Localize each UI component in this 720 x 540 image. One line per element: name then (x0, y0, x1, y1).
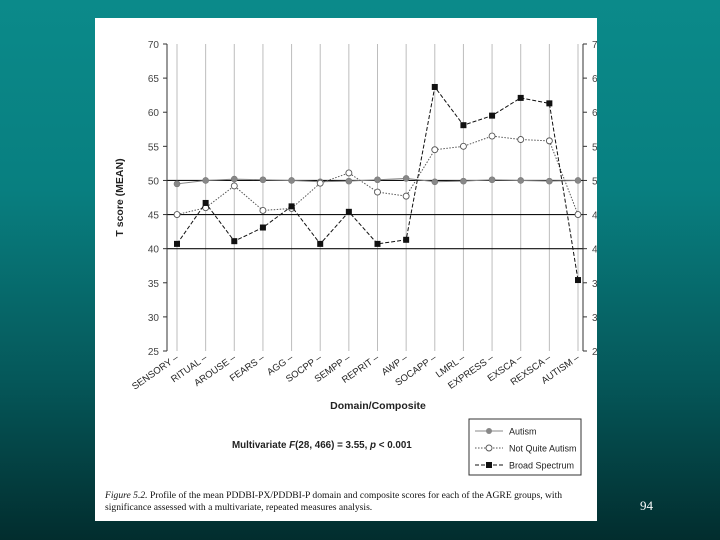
annotation-part: Multivariate (232, 440, 289, 451)
y-tick-label: 25 (148, 347, 160, 358)
series-layer (173, 83, 582, 284)
data-point (488, 176, 496, 184)
y-tick-label: 60 (148, 108, 160, 119)
data-point (545, 137, 553, 145)
data-point (173, 211, 181, 219)
page-number: 94 (640, 498, 653, 513)
data-point (431, 146, 439, 154)
figure-caption: Figure 5.2. Profile of the mean PDDBI-PX… (105, 490, 585, 514)
legend-marker (486, 462, 492, 468)
y-tick-label-right: 60 (592, 108, 597, 119)
data-point (345, 208, 352, 215)
grid-layer (176, 44, 579, 351)
data-point (259, 176, 267, 184)
legend-label: Autism (509, 427, 537, 437)
x-axis-label: Domain/Composite (330, 400, 426, 412)
data-point (230, 182, 238, 190)
y-tick-label: 50 (148, 176, 160, 187)
legend-marker (486, 428, 492, 434)
data-point (517, 136, 525, 143)
data-point (288, 203, 295, 210)
annotation-part: (28, 466) = 3.55, (295, 440, 370, 451)
data-point (174, 240, 180, 247)
labels-layer: 25 25 30 30 35 35 40 40 45 45 50 50 55 55 60 60 65 65 70 70… (114, 40, 597, 451)
chart: 25 25 30 30 35 35 40 40 45 45 50 50 55 55 60 60 65 65 70 70… (114, 40, 597, 476)
data-point (431, 83, 438, 90)
figure-label: Figure 5.2. (105, 490, 148, 501)
data-point (459, 142, 467, 150)
y-tick-label-right: 30 (592, 313, 597, 324)
data-point (460, 122, 467, 129)
data-point (230, 175, 238, 183)
data-point (317, 240, 324, 247)
y-tick-label: 40 (148, 245, 160, 256)
data-point (574, 211, 582, 219)
data-point (460, 177, 467, 185)
y-tick-label: 30 (148, 313, 160, 324)
annotation-part: < 0.001 (376, 440, 412, 451)
y-tick-label: 35 (148, 279, 160, 290)
data-point (517, 177, 525, 184)
data-point (575, 277, 581, 284)
y-axis-label: T score (MEAN) (114, 158, 126, 236)
data-point (316, 179, 324, 187)
data-point (546, 177, 553, 185)
legend-marker (485, 444, 493, 452)
annotation-part: p (369, 440, 376, 451)
data-point (402, 175, 410, 182)
data-point (574, 177, 582, 184)
data-point (173, 180, 181, 188)
data-point (517, 94, 524, 101)
figure-caption-text: Profile of the mean PDDBI-PX/PDDBI-P dom… (105, 490, 563, 513)
data-point (288, 177, 295, 184)
y-tick-label-right: 50 (592, 176, 597, 187)
y-tick-label-right: 55 (592, 142, 597, 153)
figure-panel: 25 25 30 30 35 35 40 40 45 45 50 50 55 55 60 60 65 65 70 70… (95, 18, 597, 521)
data-point (259, 224, 266, 231)
y-tick-label: 65 (148, 74, 160, 85)
data-point (345, 177, 353, 185)
y-tick-label: 45 (148, 211, 160, 222)
data-point (259, 207, 267, 214)
y-tick-label-right: 25 (592, 347, 597, 358)
y-tick-label: 55 (148, 142, 160, 153)
y-tick-label-right: 40 (592, 245, 597, 256)
data-point (402, 192, 410, 200)
data-point (546, 100, 553, 107)
multivariate-annotation: Multivariate F(28, 466) = 3.55, p < 0.00… (232, 440, 412, 451)
data-point (374, 240, 381, 247)
legend: Autism Not Quite Autism Broad Spectrum (468, 418, 582, 476)
legend-label: Not Quite Autism (509, 444, 577, 454)
data-point (231, 238, 238, 245)
y-tick-label-right: 65 (592, 74, 597, 85)
annotation-part: F (289, 440, 296, 451)
data-point (202, 177, 209, 184)
y-tick-label: 70 (148, 40, 160, 51)
y-tick-label-right: 70 (592, 40, 597, 51)
data-point (488, 132, 496, 140)
axes (163, 43, 587, 352)
y-tick-label-right: 35 (592, 279, 597, 290)
series-line-2 (176, 85, 579, 281)
data-point (431, 178, 439, 186)
legend-label: Broad Spectrum (509, 461, 574, 471)
data-point (489, 112, 496, 119)
data-point (202, 199, 209, 206)
data-point (345, 169, 353, 177)
y-tick-label-right: 45 (592, 211, 597, 222)
data-point (374, 176, 381, 184)
data-point (374, 188, 381, 196)
data-point (403, 236, 410, 243)
